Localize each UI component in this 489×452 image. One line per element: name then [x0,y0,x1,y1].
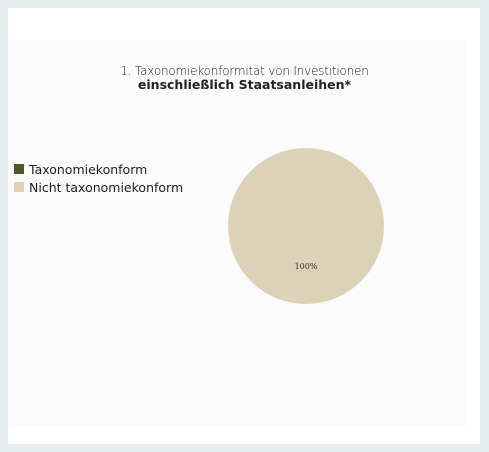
legend-item-taxonomiekonform: Taxonomiekonform [14,161,183,177]
legend-item-nicht-taxonomiekonform: Nicht taxonomiekonform [14,179,183,195]
legend-label-nicht-taxonomiekonform: Nicht taxonomiekonform [29,179,184,195]
legend-swatch-nicht-taxonomiekonform [14,182,24,192]
pie-data-label-nicht-taxonomiekonform: 100% [295,262,318,271]
legend: Taxonomiekonform Nicht taxonomiekonform [14,161,183,197]
chart-title-line2: einschließlich Staatsanleihen* [137,77,352,92]
legend-label-taxonomiekonform: Taxonomiekonform [29,161,148,177]
pie-slice-nicht-taxonomiekonform [228,148,384,304]
chart-title-line1: 1. Taxonomiekonformität von Investitione… [120,64,369,78]
legend-swatch-taxonomiekonform [14,164,24,174]
